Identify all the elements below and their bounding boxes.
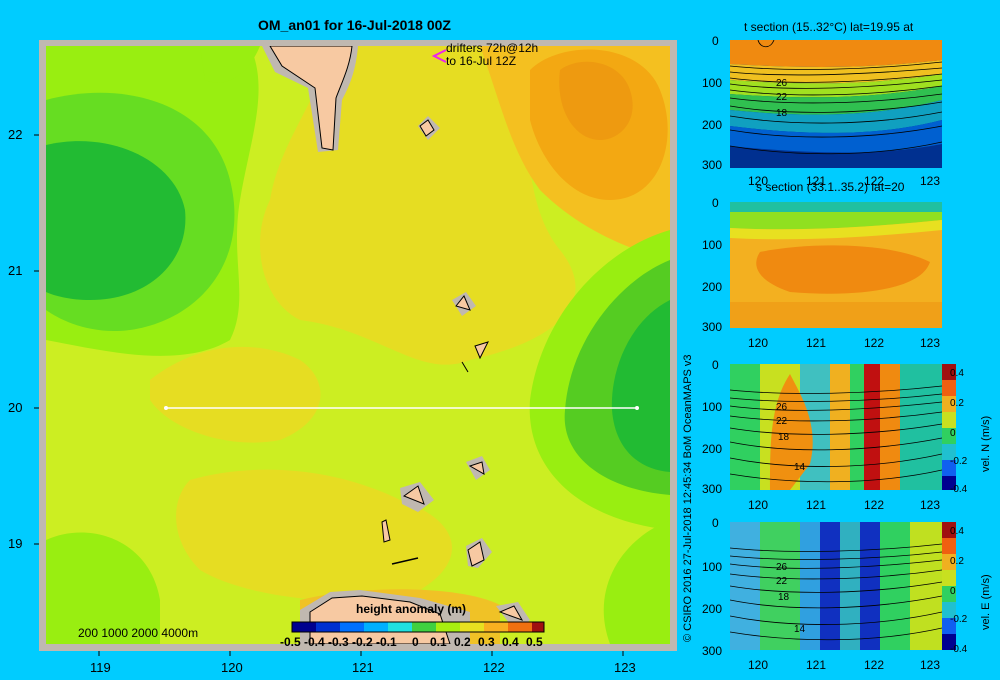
vn-cbar-tick: 0.4 xyxy=(950,368,964,379)
transect-end-marker xyxy=(635,406,639,410)
vel-n-colorbar xyxy=(942,364,956,490)
cbar-tick: 0.2 xyxy=(454,635,471,649)
s-y-tick: 0 xyxy=(712,196,719,210)
ve-x-tick: 120 xyxy=(748,658,769,672)
ve-cbar-tick: 0.4 xyxy=(950,526,964,537)
vn-y-tick: 200 xyxy=(702,442,723,456)
vn-cbar-tick: 0 xyxy=(950,428,956,439)
drifter-label-1: drifters 72h@12h xyxy=(446,41,539,55)
ve-cbar-tick: -0.2 xyxy=(950,614,968,625)
vn-cbar-tick: 0.2 xyxy=(950,398,964,409)
cbar-tick: 0 xyxy=(412,635,419,649)
credit-text: © CSIRO 2016 27-Jul-2018 12:45:34 BoM Oc… xyxy=(682,354,694,642)
vn-y-tick: 300 xyxy=(702,482,723,496)
cbar-tick: -0.1 xyxy=(376,635,397,649)
s-x-tick: 120 xyxy=(748,336,769,350)
t-contour-label: 18 xyxy=(776,108,788,119)
vn-contour-label: 26 xyxy=(776,402,788,413)
t-contour-label: 22 xyxy=(776,92,788,103)
y-tick-label: 20 xyxy=(8,400,23,415)
y-tick-label: 19 xyxy=(8,536,23,551)
ve-cbar-label: vel. E (m/s) xyxy=(980,574,992,630)
s-x-tick: 123 xyxy=(920,336,941,350)
vn-cbar-tick: -0.4 xyxy=(950,484,968,495)
y-tick-label: 22 xyxy=(8,127,23,142)
vn-y-tick: 0 xyxy=(712,358,719,372)
x-tick-label: 123 xyxy=(614,660,636,675)
drifter-label-2: to 16-Jul 12Z xyxy=(446,54,517,68)
x-tick-label: 120 xyxy=(221,660,243,675)
ve-contour-label: 22 xyxy=(776,576,788,587)
ve-contour-label: 18 xyxy=(778,592,790,603)
ve-x-tick: 123 xyxy=(920,658,941,672)
t-section-title: t section (15..32°C) lat=19.95 at xyxy=(744,20,914,34)
map-ticks xyxy=(34,134,624,656)
s-section-title: s section (33.1..35.2) lat=20 xyxy=(756,180,905,194)
vn-x-tick: 122 xyxy=(864,498,885,512)
s-y-tick: 300 xyxy=(702,320,723,334)
t-x-tick: 122 xyxy=(864,174,885,188)
t-x-tick: 120 xyxy=(748,174,769,188)
vel-e-section-plot xyxy=(730,522,942,650)
ve-cbar-tick: -0.4 xyxy=(950,644,968,655)
drifter-marker-icon xyxy=(431,49,447,63)
s-section-plot xyxy=(730,202,942,328)
ve-y-tick: 300 xyxy=(702,644,723,658)
anomaly-field xyxy=(46,46,670,644)
t-x-tick: 123 xyxy=(920,174,941,188)
cbar-tick: 0.3 xyxy=(478,635,495,649)
transect-start-marker xyxy=(164,406,168,410)
cbar-tick: 0.1 xyxy=(430,635,447,649)
cbar-tick: 0.4 xyxy=(502,635,519,649)
cbar-tick: -0.4 xyxy=(304,635,325,649)
ve-cbar-tick: 0 xyxy=(950,586,956,597)
x-tick-label: 121 xyxy=(352,660,374,675)
vn-cbar-label: vel. N (m/s) xyxy=(980,415,992,472)
x-tick-label: 119 xyxy=(90,660,111,675)
ve-y-tick: 200 xyxy=(702,602,723,616)
vn-x-tick: 121 xyxy=(806,498,827,512)
t-y-tick: 100 xyxy=(702,76,723,90)
cbar-tick: -0.5 xyxy=(280,635,301,649)
depth-legend: 200 1000 2000 4000m xyxy=(78,626,199,640)
t-y-tick: 200 xyxy=(702,118,723,132)
s-x-tick: 121 xyxy=(806,336,827,350)
vel-e-colorbar xyxy=(942,522,956,650)
t-x-tick: 121 xyxy=(806,174,827,188)
ve-x-tick: 122 xyxy=(864,658,885,672)
t-section-plot xyxy=(730,40,942,168)
s-y-tick: 100 xyxy=(702,238,723,252)
vn-x-tick: 120 xyxy=(748,498,769,512)
ve-y-tick: 0 xyxy=(712,516,719,530)
vn-cbar-tick: -0.2 xyxy=(950,456,968,467)
ve-y-tick: 100 xyxy=(702,560,723,574)
height-colorbar xyxy=(291,621,545,633)
t-contour-label: 26 xyxy=(776,78,788,89)
t-y-tick: 300 xyxy=(702,158,723,172)
vn-contour-label: 18 xyxy=(778,432,790,443)
ve-x-tick: 121 xyxy=(806,658,827,672)
ve-contour-label: 14 xyxy=(794,624,806,635)
ve-contour-label: 26 xyxy=(776,562,788,573)
x-tick-label: 122 xyxy=(483,660,505,675)
vn-y-tick: 100 xyxy=(702,400,723,414)
colorbar-tick-labels: -0.5 -0.4 -0.3 -0.2 -0.1 0 0.1 0.2 0.3 0… xyxy=(280,635,556,651)
vn-contour-label: 22 xyxy=(776,416,788,427)
s-x-tick: 122 xyxy=(864,336,885,350)
y-tick-label: 21 xyxy=(8,263,23,278)
cbar-tick: 0.5 xyxy=(526,635,543,649)
cbar-tick: -0.2 xyxy=(352,635,373,649)
vel-n-section-plot xyxy=(730,364,942,490)
map-title: OM_an01 for 16-Jul-2018 00Z xyxy=(258,17,451,33)
vn-contour-label: 14 xyxy=(794,462,806,473)
t-y-tick: 0 xyxy=(712,34,719,48)
s-y-tick: 200 xyxy=(702,280,723,294)
ve-cbar-tick: 0.2 xyxy=(950,556,964,567)
height-anomaly-map xyxy=(34,40,677,656)
colorbar-title: height anomaly (m) xyxy=(356,602,467,616)
cbar-tick: -0.3 xyxy=(328,635,349,649)
vn-x-tick: 123 xyxy=(920,498,941,512)
